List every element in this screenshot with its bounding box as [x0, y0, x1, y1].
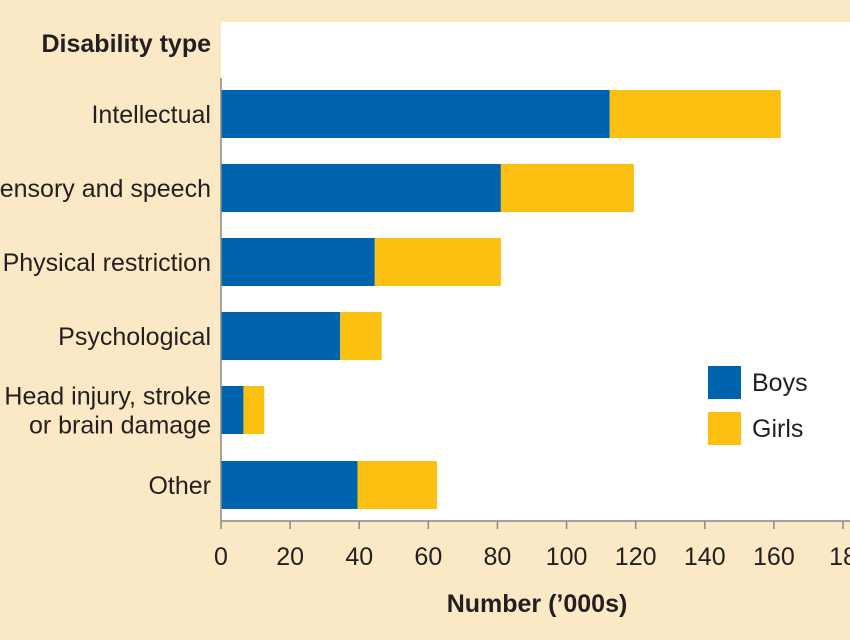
category-label-5: Other	[148, 472, 211, 500]
bar-boys-5	[221, 461, 358, 509]
category-label-3: Psychological	[58, 323, 211, 351]
category-label-2: Physical restriction	[3, 249, 211, 277]
x-tick-label-2: 40	[345, 543, 373, 571]
category-label-0: Intellectual	[91, 101, 211, 129]
bar-boys-1	[221, 164, 501, 212]
category-labels: Intellectual Sensory and speech Physical r…	[0, 101, 211, 500]
x-axis-title: Number (’000s)	[447, 590, 628, 618]
x-axis: 0 20 40 60 80 100 120 140 160 18	[214, 78, 850, 571]
x-tick-label-8: 160	[753, 543, 795, 571]
legend-swatch-girls	[708, 412, 741, 445]
legend-swatch-boys	[708, 366, 741, 399]
bar-girls-3	[340, 312, 382, 360]
bar-girls-4	[243, 386, 265, 434]
category-label-4: Head injury, stroke or brain damage	[4, 383, 211, 440]
category-label-1: Sensory and speech	[0, 175, 211, 203]
legend: Boys Girls	[708, 366, 808, 445]
x-tick-label-1: 20	[276, 543, 304, 571]
y-axis-title: Disability type	[42, 30, 212, 58]
x-tick-label-4: 80	[484, 543, 512, 571]
bar-girls-2	[374, 238, 501, 286]
bar-boys-3	[221, 312, 341, 360]
x-tick-label-0: 0	[214, 543, 228, 571]
bar-boys-4	[221, 386, 244, 434]
x-tick-label-6: 120	[615, 543, 657, 571]
legend-label-boys: Boys	[752, 369, 808, 397]
bar-girls-5	[357, 461, 437, 509]
legend-label-girls: Girls	[752, 415, 803, 443]
bar-boys-2	[221, 238, 375, 286]
bar-boys-0	[221, 90, 610, 138]
x-tick-label-7: 140	[684, 543, 726, 571]
x-tick-label-9: 18	[829, 543, 850, 571]
x-tick-label-3: 60	[414, 543, 442, 571]
bar-girls-1	[500, 164, 634, 212]
bar-girls-0	[609, 90, 781, 138]
bars-group	[221, 90, 781, 509]
x-tick-label-5: 100	[546, 543, 588, 571]
